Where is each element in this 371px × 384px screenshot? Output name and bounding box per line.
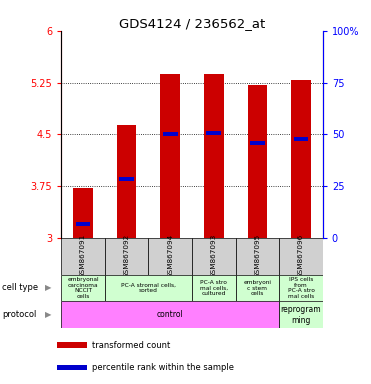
Bar [160,74,180,238]
Bar [293,137,308,141]
Bar [57,364,87,370]
Bar [250,141,265,145]
Text: GSM867094: GSM867094 [167,234,173,278]
Bar [76,222,91,226]
Title: GDS4124 / 236562_at: GDS4124 / 236562_at [119,17,265,30]
Bar [163,132,178,136]
Bar [61,275,105,301]
Bar [279,238,323,275]
Bar [206,131,221,135]
Text: GSM867093: GSM867093 [211,234,217,278]
Text: reprogram
ming: reprogram ming [280,305,321,324]
Bar [73,188,93,238]
Bar [57,342,87,348]
Text: protocol: protocol [2,310,36,319]
Bar [117,126,137,238]
Bar [192,238,236,275]
Bar [148,238,192,275]
Text: control: control [157,310,184,319]
Bar [204,74,224,238]
Text: IPS cells
from
PC-A stro
mal cells: IPS cells from PC-A stro mal cells [288,277,314,299]
Text: embryonal
carcinoma
NCCIT
cells: embryonal carcinoma NCCIT cells [67,277,99,299]
Text: transformed count: transformed count [92,341,170,349]
Bar [247,85,267,238]
Text: PC-A stromal cells,
sorted: PC-A stromal cells, sorted [121,283,176,293]
Text: GSM867092: GSM867092 [124,234,129,278]
Bar [61,238,105,275]
Bar [119,177,134,181]
Bar [192,275,236,301]
Bar [105,238,148,275]
Bar [61,301,279,328]
Text: GSM867095: GSM867095 [255,234,260,278]
Bar [279,275,323,301]
Bar [105,275,192,301]
Text: percentile rank within the sample: percentile rank within the sample [92,363,234,372]
Text: ▶: ▶ [45,310,51,319]
Text: GSM867091: GSM867091 [80,234,86,278]
Text: cell type: cell type [2,283,38,293]
Text: PC-A stro
mal cells,
cultured: PC-A stro mal cells, cultured [200,280,228,296]
Bar [291,81,311,238]
Bar [236,275,279,301]
Bar [236,238,279,275]
Bar [279,301,323,328]
Text: GSM867096: GSM867096 [298,234,304,278]
Text: embryoni
c stem
cells: embryoni c stem cells [243,280,271,296]
Text: ▶: ▶ [45,283,51,293]
